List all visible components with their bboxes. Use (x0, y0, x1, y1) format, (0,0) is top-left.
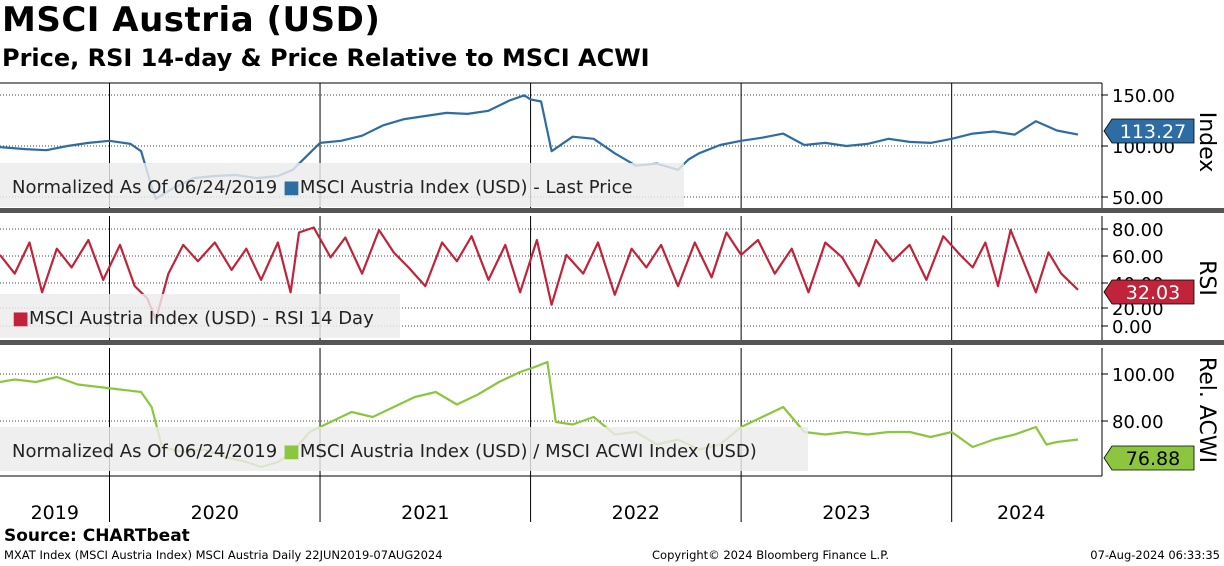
panel-divider (0, 208, 1224, 213)
y-tick-label: 150.00 (1112, 86, 1175, 107)
legend-box (0, 294, 400, 338)
last-value-badge (1103, 279, 1195, 305)
footer-ticker-info: MXAT Index (MSCI Austria Index) MSCI Aus… (4, 548, 443, 562)
last-value-badge (1103, 445, 1195, 471)
x-tick-label: 2024 (997, 502, 1045, 524)
x-tick-label: 2022 (612, 502, 660, 524)
last-value-label: 76.88 (1126, 448, 1180, 470)
y-tick-label: 0.00 (1112, 317, 1152, 338)
panel-divider (0, 340, 1224, 345)
x-tick-label: 2020 (191, 502, 239, 524)
axis-title: Rel. ACWI (1194, 357, 1219, 463)
legend-box (0, 427, 808, 471)
last-value-badge (1103, 118, 1195, 144)
last-value-label: 32.03 (1126, 282, 1180, 304)
last-value-label: 113.27 (1120, 121, 1186, 143)
legend-text: Normalized As Of 06/24/2019 ■MSCI Austri… (12, 441, 757, 462)
axis-title: Index (1194, 112, 1219, 173)
y-tick-label: 60.00 (1112, 247, 1164, 268)
source-label: Source: CHARTbeat (4, 526, 190, 546)
x-tick-label: 2023 (822, 502, 870, 524)
chart-subtitle: Price, RSI 14-day & Price Relative to MS… (2, 44, 650, 72)
y-tick-label: 80.00 (1112, 220, 1164, 241)
legend-text: Normalized As Of 06/24/2019 ■MSCI Austri… (12, 177, 633, 198)
series-line-rsi (0, 226, 1079, 321)
legend-box (0, 163, 684, 207)
x-tick-label: 2019 (31, 502, 79, 524)
legend-text: ■MSCI Austria Index (USD) - RSI 14 Day (12, 308, 374, 329)
chart-title: MSCI Austria (USD) (2, 0, 381, 40)
footer-copyright: Copyright© 2024 Bloomberg Finance L.P. (652, 548, 889, 562)
axis-title: RSI (1194, 260, 1219, 296)
footer-timestamp: 07-Aug-2024 06:33:35 (1090, 548, 1220, 562)
y-tick-label: 80.00 (1112, 412, 1164, 433)
x-tick-label: 2021 (401, 502, 449, 524)
y-tick-label: 50.00 (1112, 188, 1164, 209)
y-tick-label: 100.00 (1112, 365, 1175, 386)
